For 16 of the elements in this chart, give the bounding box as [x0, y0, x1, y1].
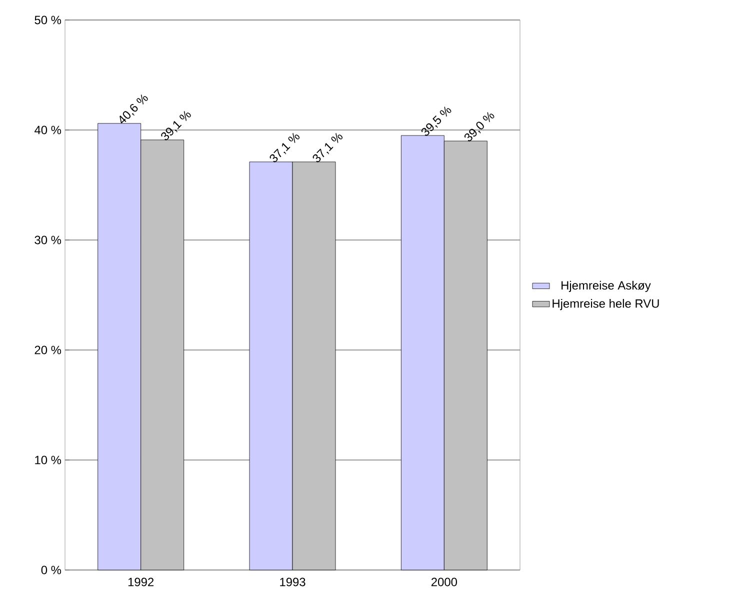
- x-tick-label: 1993: [280, 578, 306, 586]
- y-tick-label: 50 %: [34, 16, 62, 24]
- y-tick-label: 10 %: [35, 456, 62, 464]
- data-label: 39,1 %: [161, 110, 191, 140]
- y-tick-label: 40 %: [34, 126, 62, 134]
- legend-label: Hjemreise Askøy: [562, 280, 651, 292]
- data-label: 37,1 %: [270, 132, 300, 162]
- x-tick-label: 2000: [431, 578, 458, 586]
- legend-label: Hjemreise hele RVU: [552, 298, 659, 310]
- y-tick-label: 0 %: [41, 566, 62, 574]
- data-label: 37,1 %: [312, 132, 343, 162]
- y-tick-label: 30 %: [34, 236, 62, 244]
- y-tick-label: 20 %: [34, 346, 62, 354]
- data-label: 40,6 %: [120, 94, 148, 124]
- x-tick-label: 1992: [128, 578, 154, 586]
- data-label: 39,0 %: [464, 112, 494, 142]
